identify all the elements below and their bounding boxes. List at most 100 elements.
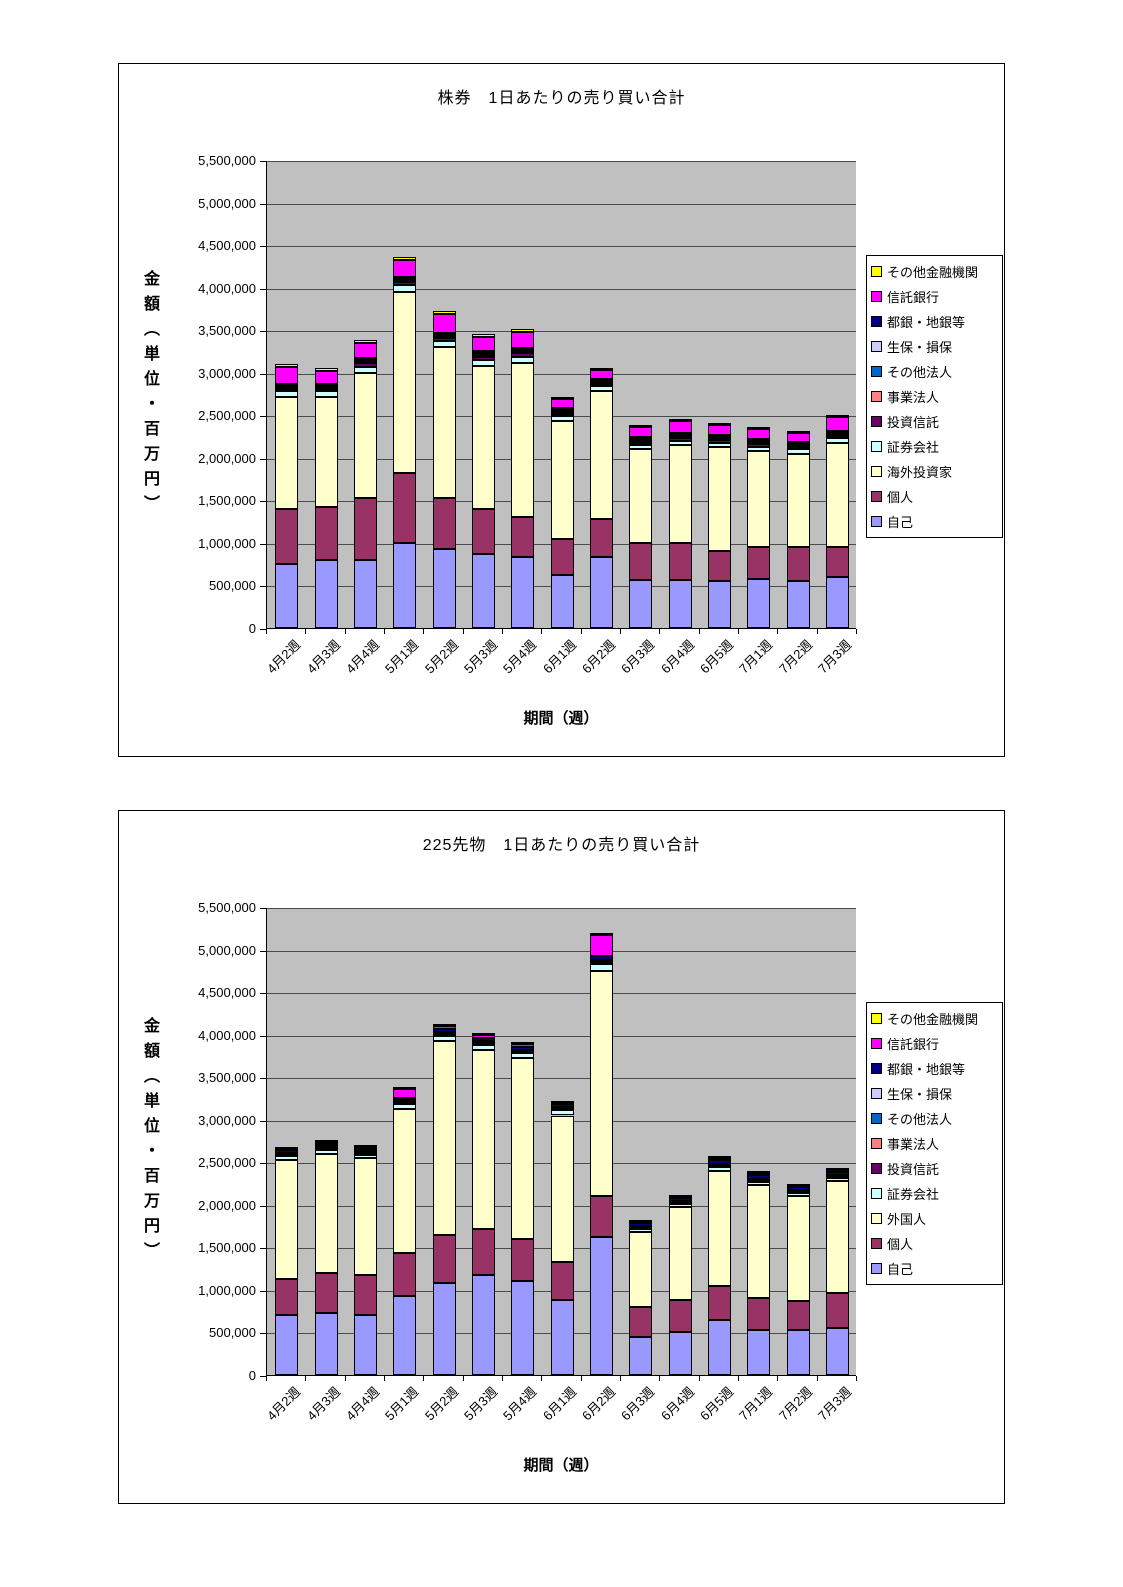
legend-item: 信託銀行 bbox=[867, 284, 1002, 309]
y-tick-label: 2,500,000 bbox=[198, 1155, 256, 1171]
gridline bbox=[267, 246, 856, 248]
bar-segment bbox=[629, 1219, 653, 1222]
gridline bbox=[267, 161, 856, 162]
y-tick-label: 3,500,000 bbox=[198, 1070, 256, 1086]
plot-area bbox=[266, 908, 856, 1376]
bar-segment bbox=[550, 399, 574, 409]
x-tick-mark bbox=[423, 1376, 425, 1381]
legend-item: 投資信託 bbox=[867, 409, 1002, 434]
x-tick-mark bbox=[541, 1376, 543, 1381]
bar-segment bbox=[747, 426, 771, 429]
bar-segment bbox=[668, 445, 692, 543]
x-tick-mark bbox=[344, 1376, 346, 1381]
legend-item: その他法人 bbox=[867, 1106, 1002, 1131]
bar-segment bbox=[747, 440, 771, 443]
bar-segment bbox=[275, 384, 299, 387]
bar-segment bbox=[393, 1103, 417, 1109]
bar-segment bbox=[432, 1040, 456, 1235]
bar-segment bbox=[511, 356, 535, 363]
bar-segment bbox=[747, 1298, 771, 1330]
legend-swatch bbox=[871, 291, 882, 302]
legend-item: その他法人 bbox=[867, 359, 1002, 384]
y-tick-mark bbox=[260, 1376, 266, 1377]
bar-segment bbox=[786, 431, 810, 434]
bar-segment bbox=[314, 384, 338, 387]
legend-label: その他金融機関 bbox=[887, 1012, 979, 1027]
plot-area bbox=[266, 161, 856, 629]
bar-segment bbox=[629, 1232, 653, 1307]
legend-label: その他金融機関 bbox=[887, 265, 979, 280]
bar-segment bbox=[707, 551, 731, 582]
legend-label: 証券会社 bbox=[887, 440, 940, 455]
x-tick-mark bbox=[580, 629, 582, 634]
x-tick-label: 6月2週 bbox=[578, 637, 619, 677]
bar-segment bbox=[275, 1159, 299, 1279]
x-tick-mark bbox=[305, 629, 307, 634]
legend-swatch bbox=[871, 1088, 882, 1099]
legend-item: 都銀・地銀等 bbox=[867, 1056, 1002, 1081]
legend-label: 投資信託 bbox=[887, 415, 940, 430]
bar-segment bbox=[275, 366, 299, 384]
bar-segment bbox=[747, 578, 771, 628]
bar-segment bbox=[471, 508, 495, 554]
x-tick-label: 6月4週 bbox=[657, 637, 697, 677]
y-tick-label: 4,500,000 bbox=[198, 985, 256, 1001]
y-axis-title-text: 金額（単位・百万円） bbox=[141, 270, 158, 520]
bar-segment bbox=[314, 1312, 338, 1375]
bar-segment bbox=[314, 396, 338, 508]
bar-segment bbox=[668, 542, 692, 581]
bar-segment bbox=[393, 473, 417, 543]
legend-swatch bbox=[871, 516, 882, 527]
bar-segment bbox=[825, 431, 849, 434]
bar-segment bbox=[550, 1102, 574, 1105]
bar-segment bbox=[471, 1049, 495, 1229]
gridline bbox=[267, 1035, 856, 1037]
bar-segment bbox=[511, 331, 535, 349]
legend-item: 外国人 bbox=[867, 1206, 1002, 1231]
bar-segment bbox=[747, 446, 771, 452]
bar-segment bbox=[314, 371, 338, 384]
legend-swatch bbox=[871, 1163, 882, 1174]
bar-segment bbox=[747, 1181, 771, 1186]
bar-segment bbox=[825, 1177, 849, 1181]
legend-label: 信託銀行 bbox=[887, 1037, 940, 1052]
x-tick-label: 6月2週 bbox=[578, 1384, 619, 1424]
bar-segment bbox=[589, 386, 613, 392]
bar-segment bbox=[747, 1175, 771, 1179]
bar-segment bbox=[668, 1207, 692, 1301]
x-tick-label: 6月3週 bbox=[618, 637, 658, 677]
x-tick-mark bbox=[698, 629, 700, 634]
x-axis-title: 期間（週） bbox=[523, 1457, 599, 1474]
bar-segment bbox=[786, 446, 810, 450]
bar-segment bbox=[275, 396, 299, 509]
x-tick-mark bbox=[738, 1376, 739, 1381]
legend-label: その他法人 bbox=[887, 365, 953, 380]
legend-swatch bbox=[871, 316, 882, 327]
bar-segment bbox=[707, 446, 731, 552]
legend-swatch bbox=[871, 441, 882, 452]
legend-item: 海外投資家 bbox=[867, 459, 1002, 484]
legend-swatch bbox=[871, 1013, 882, 1024]
legend-label: 投資信託 bbox=[887, 1162, 940, 1177]
gridline bbox=[267, 993, 856, 995]
gridline bbox=[267, 288, 856, 290]
x-tick-label: 5月4週 bbox=[500, 1384, 540, 1424]
bar-segment bbox=[432, 1035, 456, 1041]
bar-segment bbox=[511, 362, 535, 518]
legend-label: 事業法人 bbox=[887, 1137, 940, 1152]
bar-segment bbox=[668, 434, 692, 437]
bar-segment bbox=[432, 1028, 456, 1033]
bar-segment bbox=[589, 557, 613, 628]
legend-swatch bbox=[871, 1188, 882, 1199]
x-tick-label: 5月1週 bbox=[382, 637, 422, 677]
y-tick-label: 3,000,000 bbox=[198, 1112, 256, 1128]
bar-segment bbox=[668, 580, 692, 628]
bar-segment bbox=[825, 576, 849, 628]
bar-segment bbox=[629, 1306, 653, 1337]
x-tick-label: 5月2週 bbox=[421, 1384, 461, 1424]
x-tick-mark bbox=[305, 1376, 307, 1381]
bar-segment bbox=[786, 442, 810, 445]
legend-label: 自己 bbox=[887, 1262, 914, 1277]
legend-swatch bbox=[871, 1063, 882, 1074]
bar-segment bbox=[275, 508, 299, 565]
